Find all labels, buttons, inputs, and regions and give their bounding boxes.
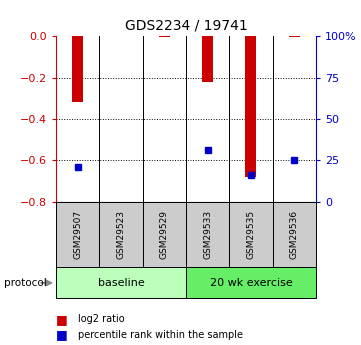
Text: ■: ■ <box>56 328 68 341</box>
Bar <box>99 202 143 267</box>
Bar <box>56 202 99 267</box>
Bar <box>273 202 316 267</box>
Text: 20 wk exercise: 20 wk exercise <box>209 278 292 288</box>
Text: GSM29535: GSM29535 <box>247 210 255 259</box>
Text: baseline: baseline <box>97 278 144 288</box>
Bar <box>289 36 300 37</box>
Text: GSM29529: GSM29529 <box>160 210 169 259</box>
Title: GDS2234 / 19741: GDS2234 / 19741 <box>125 18 247 32</box>
Bar <box>186 267 316 298</box>
Text: percentile rank within the sample: percentile rank within the sample <box>78 330 243 339</box>
Bar <box>56 267 186 298</box>
Bar <box>229 202 273 267</box>
Text: GSM29536: GSM29536 <box>290 210 299 259</box>
Text: log2 ratio: log2 ratio <box>78 314 124 324</box>
Bar <box>186 202 229 267</box>
Bar <box>245 36 256 177</box>
Text: GSM29523: GSM29523 <box>117 210 125 259</box>
Text: ■: ■ <box>56 313 68 326</box>
Bar <box>143 202 186 267</box>
Text: GSM29507: GSM29507 <box>73 210 82 259</box>
Text: protocol: protocol <box>4 278 46 288</box>
Text: GSM29533: GSM29533 <box>203 210 212 259</box>
Bar <box>202 36 213 82</box>
Bar <box>159 36 170 37</box>
Bar <box>72 36 83 102</box>
